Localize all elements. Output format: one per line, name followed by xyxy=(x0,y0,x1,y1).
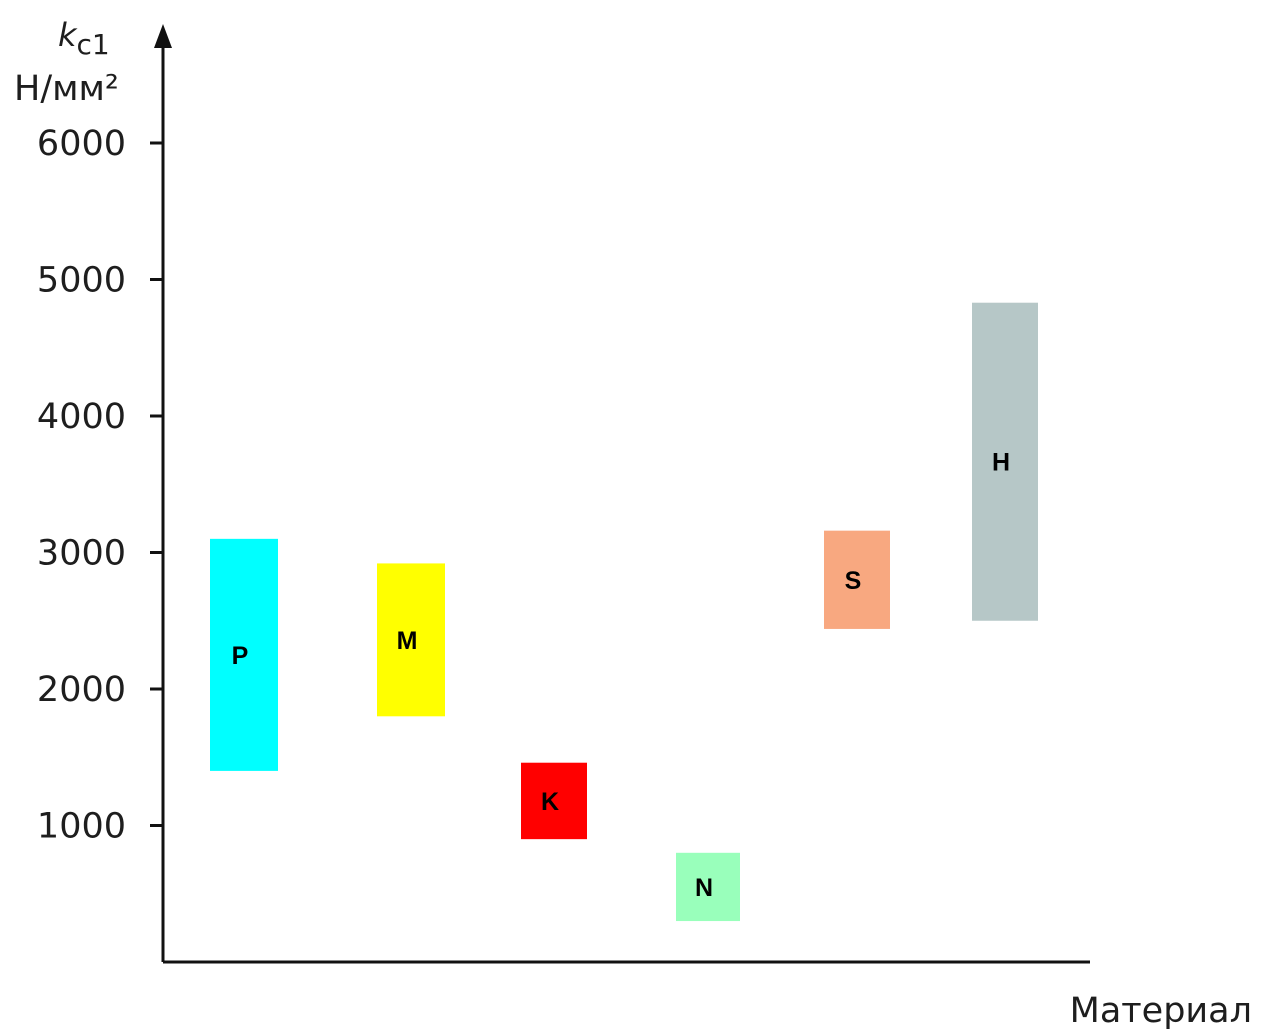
bar-label-n: N xyxy=(695,874,713,902)
bar-label-m: M xyxy=(397,627,418,655)
bar-m xyxy=(377,563,445,717)
y-tick-label: 1000 xyxy=(37,807,126,847)
bar-k xyxy=(521,762,587,840)
y-tick-label: 3000 xyxy=(37,534,126,574)
bar-label-s: S xyxy=(845,567,862,595)
y-tick-label: 4000 xyxy=(37,397,126,437)
ylabel-subscript: c1 xyxy=(77,28,110,61)
bar-n xyxy=(676,852,740,922)
y-tick-label: 6000 xyxy=(37,124,126,164)
xlabel: Материал xyxy=(1070,991,1252,1031)
bar-s xyxy=(824,530,890,629)
ylabel-symbol: kc1 xyxy=(58,16,110,61)
y-axis-arrow xyxy=(154,24,172,48)
bar-label-h: H xyxy=(992,449,1010,477)
ylabel-unit: Н/мм² xyxy=(14,69,119,109)
axes xyxy=(154,24,1090,964)
y-tick-label: 2000 xyxy=(37,670,126,710)
y-tick-label: 5000 xyxy=(37,261,126,301)
ylabel-symbol-k: k xyxy=(58,16,78,54)
bar-label-k: K xyxy=(541,788,559,816)
bar-label-p: P xyxy=(232,642,249,670)
y-ticks: 1000 2000 3000 4000 5000 6000 xyxy=(37,124,163,847)
bar-h xyxy=(972,302,1038,621)
bars: P M K N S H xyxy=(210,302,1038,922)
bar-p xyxy=(210,538,278,771)
